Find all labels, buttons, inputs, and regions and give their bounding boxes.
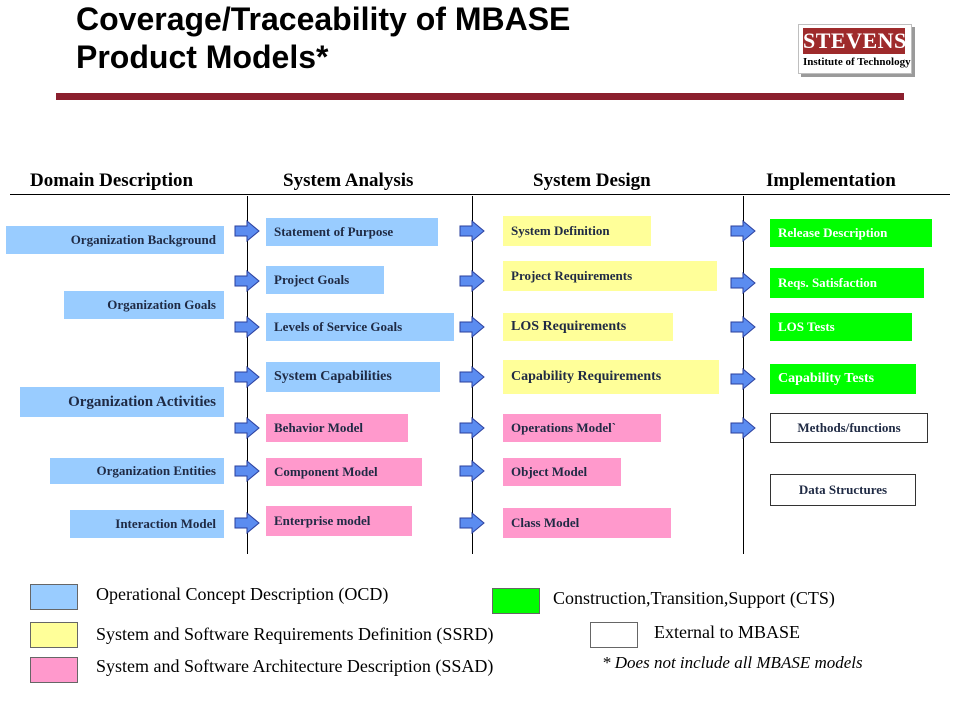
right-arrow-icon <box>730 417 756 439</box>
legend-swatch-ssad <box>30 657 78 683</box>
footnote: * Does not include all MBASE models <box>602 653 863 672</box>
right-arrow-icon <box>730 220 756 242</box>
design-box-capability-requirements: Capability Requirements <box>503 360 719 394</box>
implementation-box-capability-tests: Capability Tests <box>770 364 916 394</box>
legend-label-ssad: System and Software Architecture Descrip… <box>96 656 494 676</box>
right-arrow-icon <box>234 316 260 338</box>
legend-swatch-cts <box>492 588 540 614</box>
design-box-operations-model: Operations Model` <box>503 414 661 442</box>
analysis-box-levels-of-service-goals: Levels of Service Goals <box>266 313 454 341</box>
right-arrow-icon <box>459 512 485 534</box>
right-arrow-icon <box>730 272 756 294</box>
logo-name: STEVENS <box>803 28 907 54</box>
title-line-2: Product Models* <box>76 39 329 75</box>
design-box-object-model: Object Model <box>503 458 621 486</box>
domain-box-organization-goals: Organization Goals <box>64 291 224 319</box>
legend-swatch-ocd <box>30 584 78 610</box>
implementation-box-los-tests: LOS Tests <box>770 313 912 341</box>
analysis-box-statement-of-purpose: Statement of Purpose <box>266 218 438 246</box>
stevens-logo: STEVENS Institute of Technology <box>798 24 912 74</box>
right-arrow-icon <box>459 366 485 388</box>
legend-label-ssrd: System and Software Requirements Definit… <box>96 624 494 644</box>
design-box-class-model: Class Model <box>503 508 671 538</box>
right-arrow-icon <box>459 270 485 292</box>
domain-box-organization-entities: Organization Entities <box>50 458 224 484</box>
design-box-system-definition: System Definition <box>503 216 651 246</box>
implementation-box-methods-functions: Methods/functions <box>770 413 928 443</box>
right-arrow-icon <box>459 220 485 242</box>
legend-label-external: External to MBASE <box>654 622 800 642</box>
design-box-los-requirements: LOS Requirements <box>503 313 673 341</box>
analysis-box-project-goals: Project Goals <box>266 266 384 294</box>
domain-box-organization-activities: Organization Activities <box>20 387 224 417</box>
right-arrow-icon <box>234 460 260 482</box>
title-accent-bar <box>56 93 904 100</box>
design-box-project-requirements: Project Requirements <box>503 261 717 291</box>
right-arrow-icon <box>730 368 756 390</box>
column-header-domain-description: Domain Description <box>30 170 194 191</box>
column-header-system-design: System Design <box>533 170 651 191</box>
analysis-box-system-capabilities: System Capabilities <box>266 362 440 392</box>
legend-swatch-ssrd <box>30 622 78 648</box>
analysis-box-behavior-model: Behavior Model <box>266 414 408 442</box>
column-header-system-analysis: System Analysis <box>283 170 414 191</box>
logo-subtitle: Institute of Technology <box>803 56 911 68</box>
header-divider <box>10 194 950 195</box>
right-arrow-icon <box>234 512 260 534</box>
right-arrow-icon <box>459 316 485 338</box>
right-arrow-icon <box>730 316 756 338</box>
implementation-box-reqs-satisfaction: Reqs. Satisfaction <box>770 268 924 298</box>
domain-box-organization-background: Organization Background <box>6 226 224 254</box>
analysis-box-enterprise-model: Enterprise model <box>266 506 412 536</box>
right-arrow-icon <box>234 417 260 439</box>
analysis-box-component-model: Component Model <box>266 458 422 486</box>
legend-label-ocd: Operational Concept Description (OCD) <box>96 584 389 604</box>
implementation-box-data-structures: Data Structures <box>770 474 916 506</box>
right-arrow-icon <box>234 220 260 242</box>
right-arrow-icon <box>234 270 260 292</box>
domain-box-interaction-model: Interaction Model <box>70 510 224 538</box>
title-line-1: Coverage/Traceability of MBASE <box>76 1 571 37</box>
column-header-implementation: Implementation <box>766 170 896 191</box>
right-arrow-icon <box>234 366 260 388</box>
page-title: Coverage/Traceability of MBASE Product M… <box>76 0 696 76</box>
right-arrow-icon <box>459 417 485 439</box>
implementation-box-release-description: Release Description <box>770 219 932 247</box>
legend-swatch-external <box>590 622 638 648</box>
legend-label-cts: Construction,Transition,Support (CTS) <box>553 588 835 608</box>
right-arrow-icon <box>459 460 485 482</box>
